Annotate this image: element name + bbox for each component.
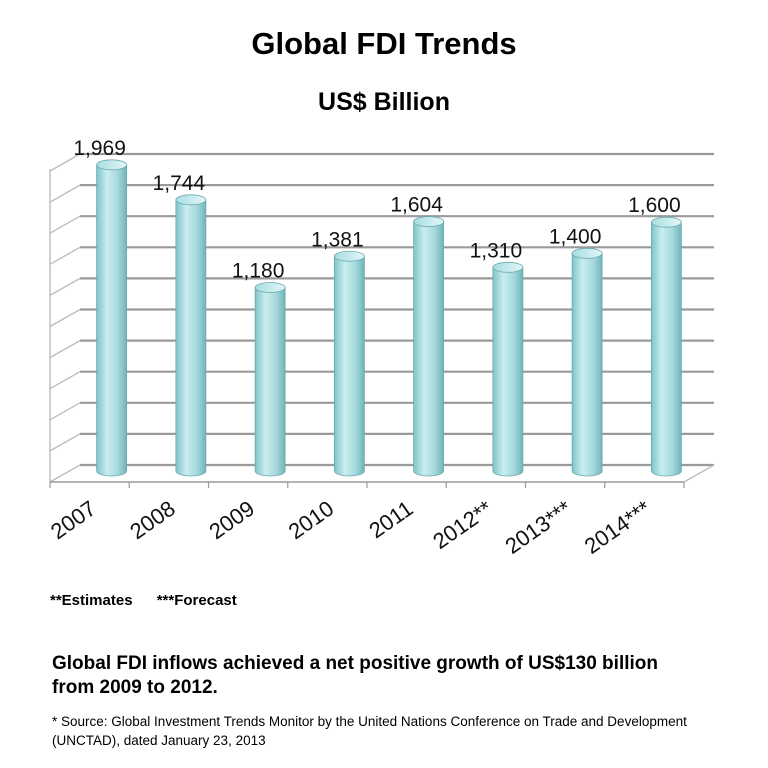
bar [650,216,682,477]
bar-cap [333,250,365,262]
x-tick-label: 2013*** [501,495,577,559]
gridline-depth [49,184,81,203]
footnote-legend: **Estimates ***Forecast [50,592,257,609]
bar-body [650,221,682,477]
chart-subtitle: US$ Billion [318,88,450,116]
bar [333,250,365,477]
gridline-depth [49,308,81,328]
bar-body [413,221,445,477]
bar-chart: 1,969 1,744 1,180 1,381 1,604 1,310 1,400 1,600… [46,137,715,559]
x-tick-labels: 2007 2008 2009 2010 2011 2012** 2013*** 2014*** [46,495,656,559]
x-tick-label: 2008 [125,496,179,545]
bar [492,261,524,477]
bar [413,216,445,477]
bars [96,159,682,477]
bar-cap [492,261,524,273]
value-label: 1,969 [73,137,126,160]
gridline-depth [49,371,81,390]
value-label: 1,600 [628,194,681,217]
gridline-depth [49,215,81,234]
estimates-note: **Estimates [50,592,133,609]
bar [254,282,286,477]
floor-right-edge [683,464,715,483]
x-tick-label: 2009 [205,496,259,545]
x-tick-label: 2007 [46,496,100,545]
bar-body [492,266,524,477]
bar [175,194,207,477]
gridline-depth [49,402,81,421]
forecast-note: ***Forecast [156,592,237,609]
x-tick-label: 2011 [364,496,417,544]
bar-cap [96,159,128,171]
bar [96,159,128,477]
x-tick-label: 2014*** [580,495,656,559]
gridline-depth [49,339,81,359]
x-tick-label: 2012** [428,495,497,554]
value-label: 1,381 [311,228,364,251]
source-text: * Source: Global Investment Trends Monit… [52,714,687,748]
x-tick-label: 2010 [284,496,338,545]
gridline-depth [49,464,81,483]
bar [571,247,603,477]
gridline-depth [49,153,81,172]
value-label: 1,604 [390,194,443,217]
bar-cap [413,216,445,227]
chart-title: Global FDI Trends [251,26,517,61]
bar-cap [254,282,286,293]
value-label: 1,310 [470,239,523,262]
gridline-depth [49,433,81,452]
bar-cap [571,247,603,259]
grid-lines [49,152,715,488]
bar-body [175,199,207,477]
value-labels: 1,969 1,744 1,180 1,381 1,604 1,310 1,400 1,600 [73,137,680,283]
bar-body [333,255,365,477]
value-label: 1,180 [232,260,285,283]
bar-body [571,252,603,477]
bar-cap [175,194,207,206]
bar-body [96,164,128,477]
gridline-depth [49,246,81,265]
summary-text: Global FDI inflows achieved a net positi… [52,653,658,698]
bar-body [254,287,286,477]
gridline-depth [49,277,81,297]
bar-cap [650,216,682,228]
value-label: 1,400 [549,225,602,248]
value-label: 1,744 [153,172,206,195]
